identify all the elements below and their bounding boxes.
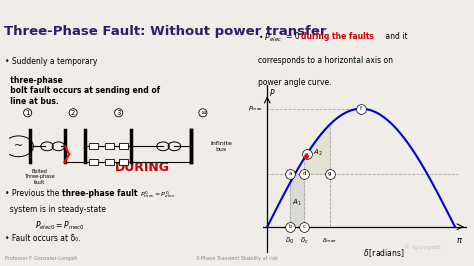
Text: $A_2$: $A_2$ xyxy=(313,148,323,158)
Text: Bolted
Three-phase
fault: Bolted Three-phase fault xyxy=(24,169,55,185)
Text: 3-Phase Transient Stability at risk: 3-Phase Transient Stability at risk xyxy=(196,256,278,260)
Text: Professor F. Gonzalez-Longatt: Professor F. Gonzalez-Longatt xyxy=(5,256,77,260)
FancyBboxPatch shape xyxy=(105,143,114,149)
Text: g: g xyxy=(328,171,332,176)
Text: a: a xyxy=(288,171,292,176)
Text: d: d xyxy=(302,171,306,176)
Text: b: b xyxy=(288,224,292,229)
Text: $\delta\,\mathrm{[radians]}$: $\delta\,\mathrm{[radians]}$ xyxy=(363,247,404,259)
Text: system is in steady-state: system is in steady-state xyxy=(5,205,106,214)
Text: $P^0_{mec} = P^0_{elec}$: $P^0_{mec} = P^0_{elec}$ xyxy=(140,189,176,200)
FancyBboxPatch shape xyxy=(89,143,98,149)
Text: • Suddenly a temporary: • Suddenly a temporary xyxy=(5,57,100,66)
Text: P: P xyxy=(270,89,275,98)
Text: ∞: ∞ xyxy=(200,110,206,116)
Text: 3: 3 xyxy=(117,110,121,116)
FancyBboxPatch shape xyxy=(105,159,114,165)
Text: e: e xyxy=(305,152,309,157)
Text: c: c xyxy=(303,224,306,229)
FancyBboxPatch shape xyxy=(89,159,98,165)
Text: $A_1$: $A_1$ xyxy=(292,197,302,208)
Text: $\delta_0$: $\delta_0$ xyxy=(285,236,294,246)
Text: • Fault occurs at δ₀.: • Fault occurs at δ₀. xyxy=(5,234,81,243)
Text: f: f xyxy=(360,106,362,111)
Text: = 0: = 0 xyxy=(286,32,302,41)
Text: $\delta_{max}$: $\delta_{max}$ xyxy=(322,236,337,245)
Text: Three-Phase Fault: Without power transfer: Three-Phase Fault: Without power transfe… xyxy=(4,26,327,38)
Text: $P_{elec0} = P_{mec0}$: $P_{elec0} = P_{mec0}$ xyxy=(36,220,85,232)
Text: • Previous the: • Previous the xyxy=(5,189,62,198)
Text: © iglongatt: © iglongatt xyxy=(404,245,440,250)
Text: ~: ~ xyxy=(14,141,23,151)
Text: • $P_{elec}$: • $P_{elec}$ xyxy=(258,32,283,44)
FancyBboxPatch shape xyxy=(118,143,128,149)
Text: three-phase
  bolt fault occurs at sending end of
  line at bus.: three-phase bolt fault occurs at sending… xyxy=(5,76,160,106)
Text: $\pi$: $\pi$ xyxy=(456,236,463,245)
Text: three-phase fault: three-phase fault xyxy=(63,189,138,198)
Text: 1: 1 xyxy=(26,110,30,116)
Text: $P_{max}$: $P_{max}$ xyxy=(248,104,264,113)
Text: corresponds to a horizontal axis on: corresponds to a horizontal axis on xyxy=(258,56,393,65)
Text: during the faults: during the faults xyxy=(301,32,374,41)
Text: and it: and it xyxy=(383,32,408,41)
FancyBboxPatch shape xyxy=(118,159,128,165)
Text: Infinite
bus: Infinite bus xyxy=(210,141,232,152)
Text: $\delta_c$: $\delta_c$ xyxy=(300,236,309,246)
Text: power angle curve.: power angle curve. xyxy=(258,78,332,86)
Text: 2: 2 xyxy=(71,110,75,116)
Text: DURING: DURING xyxy=(115,161,170,174)
